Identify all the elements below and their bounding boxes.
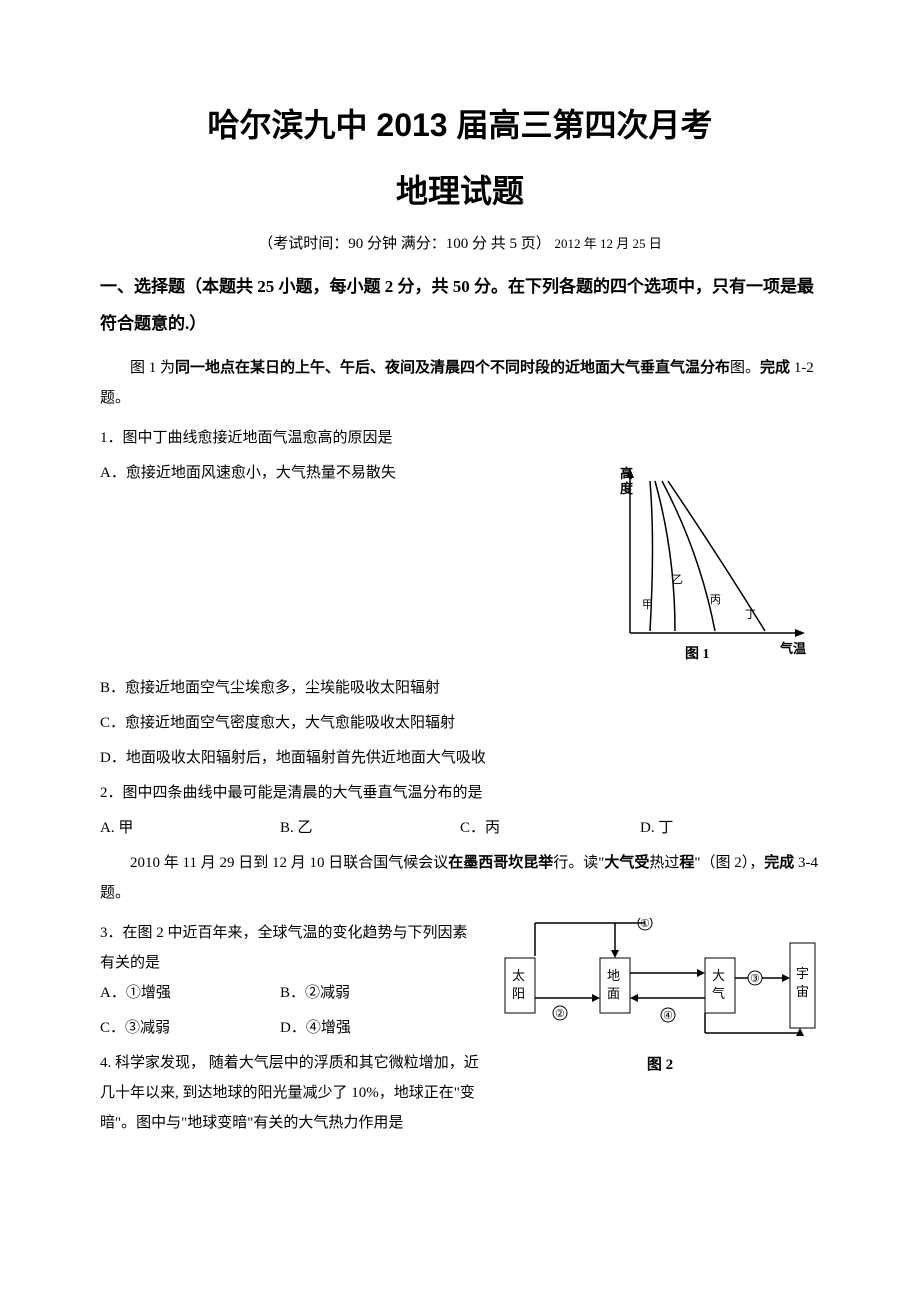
q2-opt-b: B. 乙	[280, 813, 460, 843]
label-atmo: 大	[712, 968, 725, 983]
question-2: 2．图中四条曲线中最可能是清晨的大气垂直气温分布的是	[100, 778, 820, 808]
exam-info: （考试时间：90 分钟 满分：100 分 共 5 页） 2012 年 12 月 …	[100, 232, 820, 253]
figure1-label: 图 1	[685, 646, 710, 662]
figure-1-container: 高 度 气温 甲 乙 丙 丁 图 1	[600, 463, 820, 668]
arrow-3-head	[782, 974, 790, 982]
x-axis-arrow	[795, 629, 805, 637]
intro1-suffix: 图。	[730, 360, 760, 376]
q1-opt-d: D．地面吸收太阳辐射后，地面辐射首先供近地面大气吸收	[100, 743, 820, 773]
figure-2: 太 阳 地 面 大 气 宇 宙 ① ② ④	[500, 918, 820, 1038]
label-1: ①	[640, 918, 650, 930]
label-ding: 丁	[745, 609, 756, 621]
label-atmo-2: 气	[712, 986, 725, 1001]
x-axis-label: 气温	[780, 641, 806, 656]
intro2-mid2: 行。读"	[553, 855, 604, 871]
label-ground: 地	[607, 968, 620, 983]
exam-info-text: （考试时间：90 分钟 满分：100 分 共 5 页）	[258, 236, 551, 252]
intro2-prefix: 2010 年 11 月 29 日到 12 月 10 日	[130, 855, 343, 871]
q3-opt-c: C．③减弱	[100, 1013, 280, 1043]
intro2-suffix: "（图 2），	[694, 855, 764, 871]
q3-options-row2: C．③减弱 D．④增强	[100, 1013, 480, 1043]
title-sub: 地理试题	[100, 166, 820, 212]
intro-2: 2010 年 11 月 29 日到 12 月 10 日联合国气候会议在墨西哥坎昆…	[100, 848, 820, 908]
q2-opt-d: D. 丁	[640, 813, 820, 843]
intro2-bold4: 完成	[764, 855, 794, 871]
intro2-mid: 联合国气候会议	[343, 855, 448, 871]
q3-opt-d: D．④增强	[280, 1013, 460, 1043]
exam-date: 2012 年 12 月 25 日	[555, 236, 662, 251]
title-main: 哈尔滨九中 2013 届高三第四次月考	[100, 100, 820, 146]
section-header: 一、选择题（本题共 25 小题，每小题 2 分，共 50 分。在下列各题的四个选…	[100, 268, 820, 343]
intro2-bold2: 大气受	[604, 855, 649, 871]
label-jia: 甲	[642, 599, 653, 611]
intro1-bold: 同一地点在某日的上午、午后、夜间及清晨四个不同时段的近地面大气垂直气温分布	[175, 360, 730, 376]
q3-opt-b: B．②减弱	[280, 978, 460, 1008]
label-2: ②	[555, 1008, 565, 1020]
q3-opt-a: A．①增强	[100, 978, 280, 1008]
y-axis-label-2: 度	[620, 481, 634, 496]
q1-opt-b: B．愈接近地面空气尘埃愈多，尘埃能吸收太阳辐射	[100, 673, 820, 703]
intro1-bold2: 完成	[760, 360, 790, 376]
intro2-bold3: 程	[679, 855, 694, 871]
label-space-2: 宙	[796, 984, 809, 999]
figure-2-container: 太 阳 地 面 大 气 宇 宙 ① ② ④	[500, 918, 820, 1074]
label-yi: 乙	[672, 573, 683, 586]
q1-opt-c: C．愈接近地面空气密度愈大，大气愈能吸收太阳辐射	[100, 708, 820, 738]
q2-opt-a: A. 甲	[100, 813, 280, 843]
question-1: 1．图中丁曲线愈接近地面气温愈高的原因是	[100, 423, 820, 453]
arrow-bottom-head	[796, 1028, 804, 1036]
q2-options: A. 甲 B. 乙 C．丙 D. 丁	[100, 813, 820, 843]
label-ground-2: 面	[607, 986, 620, 1001]
arrow-2-head	[592, 994, 600, 1002]
curve-yi	[655, 481, 675, 631]
arrow-4-head	[630, 994, 638, 1002]
label-bing: 丙	[710, 594, 721, 606]
arrow-top-head	[697, 969, 705, 977]
intro2-mid3: 热过	[649, 855, 679, 871]
intro-1: 图 1 为同一地点在某日的上午、午后、夜间及清晨四个不同时段的近地面大气垂直气温…	[100, 353, 820, 413]
q2-opt-c: C．丙	[460, 813, 640, 843]
intro1-prefix: 图 1 为	[130, 360, 175, 376]
intro2-bold: 在墨西哥坎昆举	[448, 855, 553, 871]
figure-1: 高 度 气温 甲 乙 丙 丁 图 1	[600, 463, 820, 663]
label-sun-2: 阳	[512, 986, 525, 1001]
figure-2-label: 图 2	[500, 1053, 820, 1074]
label-3: ③	[750, 973, 760, 985]
label-4: ④	[663, 1010, 673, 1022]
q3-options-row1: A．①增强 B．②减弱	[100, 978, 480, 1008]
label-space: 宇	[796, 966, 809, 981]
label-sun: 太	[512, 968, 525, 983]
arrow-1-head	[611, 950, 619, 958]
